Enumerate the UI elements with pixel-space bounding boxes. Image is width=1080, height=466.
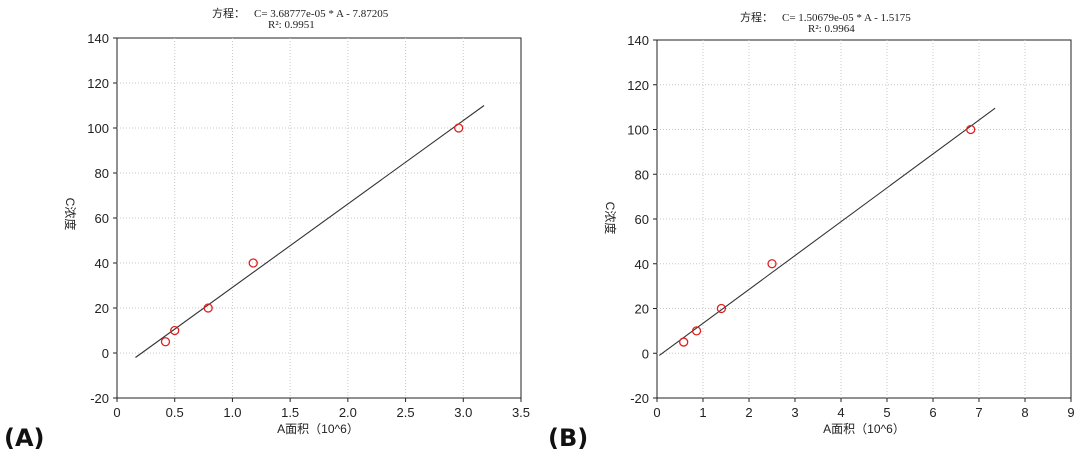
- y-tick-label: -20: [90, 391, 109, 406]
- x-tick-label: 0.5: [166, 405, 184, 420]
- equation-text: C= 1.50679e-05 * A - 1.5175: [782, 12, 911, 24]
- r-squared: R²: 0.9964: [808, 23, 855, 35]
- x-tick-label: 9: [1067, 405, 1074, 420]
- y-tick-label: 100: [87, 121, 109, 136]
- x-tick-label: 2: [745, 405, 752, 420]
- x-tick-label: 2.0: [339, 405, 357, 420]
- panel-label: (A): [4, 424, 45, 452]
- y-axis: -20 0 20 40 60 80 100 120 140: [627, 33, 657, 406]
- x-tick-label: 0: [653, 405, 660, 420]
- panel-label: (B): [548, 424, 588, 452]
- data-point: [203, 303, 213, 313]
- y-tick-label: 0: [642, 346, 649, 361]
- y-axis: -20 0 20 40 60 80 100 120 140: [87, 31, 117, 406]
- x-tick-label: 6: [929, 405, 936, 420]
- y-tick-label: 140: [627, 33, 649, 48]
- data-point: [966, 124, 976, 135]
- x-tick-label: 5: [883, 405, 890, 420]
- data-point: [767, 259, 777, 269]
- x-tick-label: 3.0: [454, 405, 472, 420]
- y-tick-label: 60: [95, 211, 109, 226]
- y-tick-label: 40: [635, 257, 649, 272]
- x-tick-label: 1.0: [223, 405, 241, 420]
- y-tick-label: 20: [95, 301, 109, 316]
- x-tick-label: 1.5: [281, 405, 299, 420]
- x-tick-label: 7: [975, 405, 982, 420]
- data-points: [160, 123, 464, 347]
- x-tick-label: 8: [1021, 405, 1028, 420]
- x-tick-label: 0: [113, 405, 120, 420]
- data-point: [716, 303, 727, 314]
- y-tick-label: 120: [627, 78, 649, 93]
- y-tick-label: 80: [635, 167, 649, 182]
- y-tick-label: 0: [102, 346, 109, 361]
- y-tick-label: 80: [95, 166, 109, 181]
- x-tick-label: 4: [837, 405, 844, 420]
- data-point: [679, 337, 689, 347]
- y-tick-label: 20: [635, 302, 649, 317]
- chart-panel-b: 0 1 2 3 4 5 6 7 8 9 -20 0 20 40 60 80 100 120 140 方程： C= …: [548, 10, 1075, 452]
- y-tick-label: 140: [87, 31, 109, 46]
- y-axis-title: C浓度: [603, 202, 618, 235]
- x-tick-label: 1: [699, 405, 706, 420]
- data-point: [248, 258, 258, 268]
- y-tick-label: 100: [627, 123, 649, 138]
- equation-text: C= 3.68777e-05 * A - 7.87205: [254, 8, 389, 20]
- equation-label: 方程：: [740, 10, 773, 24]
- grid: [117, 38, 521, 398]
- x-axis-title: A面积（10^6）: [823, 422, 905, 436]
- data-point: [170, 325, 180, 336]
- x-tick-label: 2.5: [397, 405, 415, 420]
- y-tick-label: 60: [635, 212, 649, 227]
- y-axis-title: C浓度: [63, 198, 78, 231]
- y-tick-label: -20: [630, 391, 649, 406]
- x-tick-label: 3.5: [512, 405, 530, 420]
- chart-panel-a: 0 0.5 1.0 1.5 2.0 2.5 3.0 3.5 -20 0 20 40 60 80 100 12…: [4, 6, 530, 452]
- x-tick-label: 3: [791, 405, 798, 420]
- fit-line: [658, 107, 996, 356]
- fit-line: [135, 105, 485, 358]
- y-tick-label: 120: [87, 76, 109, 91]
- data-point: [691, 326, 702, 336]
- data-point: [160, 337, 171, 347]
- x-axis: 0 1 2 3 4 5 6 7 8 9: [653, 398, 1075, 420]
- y-tick-label: 40: [95, 256, 109, 271]
- data-point: [454, 123, 464, 133]
- equation-label: 方程：: [212, 6, 245, 20]
- r-squared: R²: 0.9951: [268, 19, 315, 31]
- x-axis-title: A面积（10^6）: [277, 422, 359, 436]
- x-axis: 0 0.5 1.0 1.5 2.0 2.5 3.0 3.5: [113, 398, 530, 420]
- data-points: [679, 124, 976, 347]
